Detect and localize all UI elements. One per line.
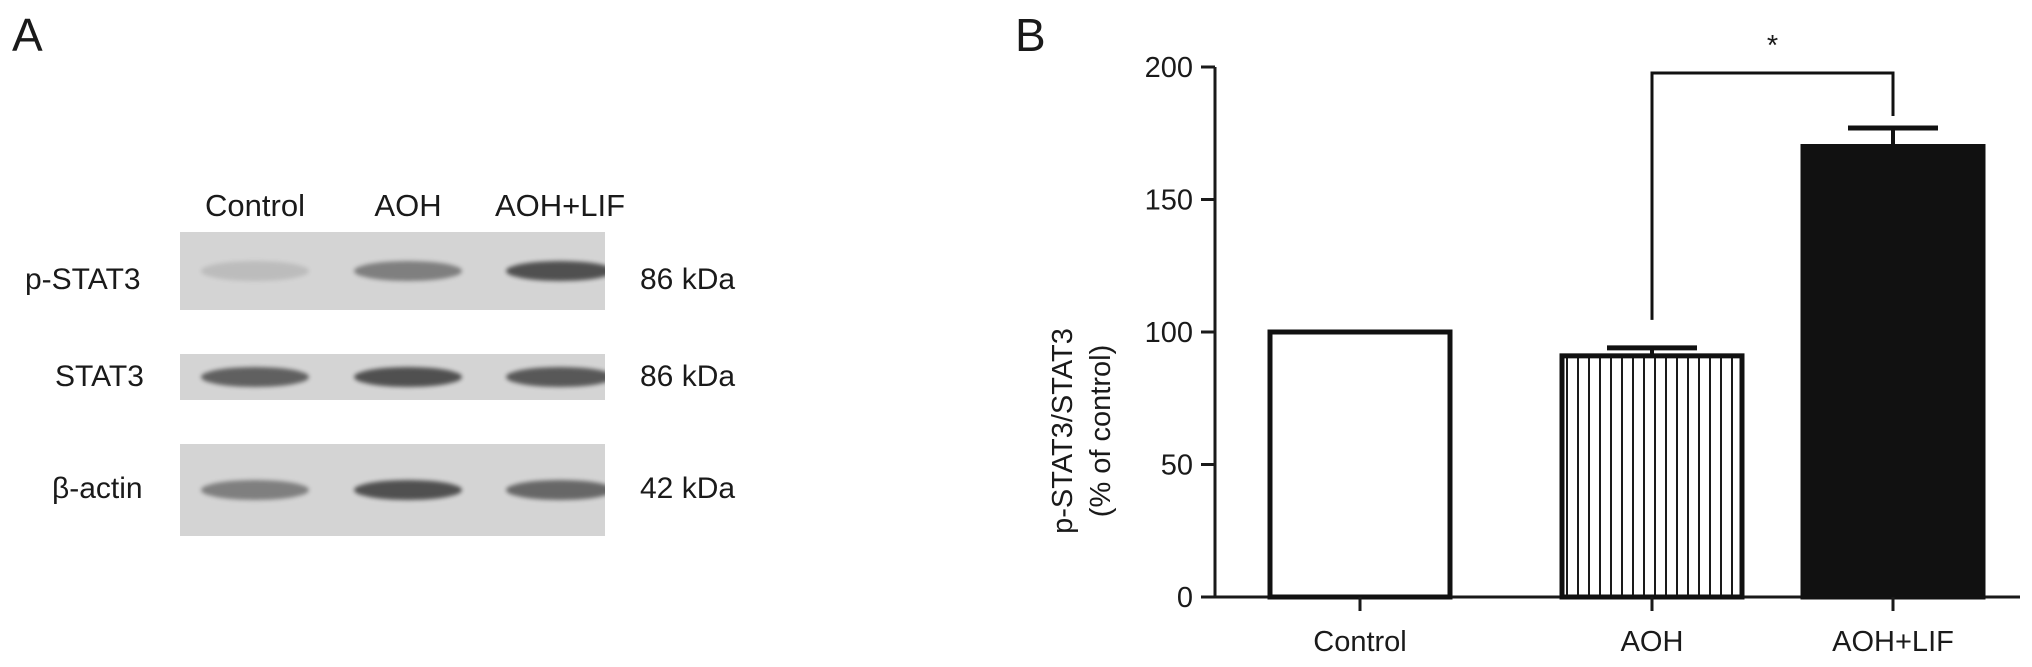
- significance-star: *: [1767, 30, 1778, 62]
- bar-aoh: [1559, 353, 1745, 600]
- bar-aoh-lif: [1800, 144, 1986, 600]
- blot-band: [354, 367, 462, 387]
- y-tick-label: 100: [1145, 317, 1193, 349]
- y-axis-label: p-STAT3/STAT3: [1047, 328, 1079, 534]
- bar-control: [1267, 329, 1453, 600]
- blot-row-kda-stat3: 86 kDa: [640, 360, 736, 393]
- blot-strip-p-stat3: [180, 232, 605, 310]
- y-tick-label: 50: [1161, 450, 1193, 482]
- blot-band: [506, 480, 605, 500]
- lane-label-control: Control: [205, 188, 305, 223]
- y-axis-label-unit: (% of control): [1085, 345, 1117, 517]
- y-tick-label: 0: [1177, 582, 1193, 614]
- blot-row-label-p-stat3: p-STAT3: [25, 263, 141, 296]
- lane-label-aoh: AOH: [374, 188, 442, 223]
- blot-row-kda-beta-actin: 42 kDa: [640, 472, 736, 505]
- blot-row-kda-p-stat3: 86 kDa: [640, 263, 736, 296]
- y-tick-label: 200: [1145, 52, 1193, 84]
- blot-band: [201, 261, 309, 281]
- blot-band: [354, 480, 462, 500]
- blot-strip-beta-actin: [180, 444, 605, 536]
- blot-band: [201, 367, 309, 387]
- x-tick-label: Control: [1313, 626, 1407, 658]
- blot-row-label-stat3: STAT3: [55, 360, 144, 393]
- blot-band: [506, 367, 605, 387]
- blot-strip-stat3: [180, 354, 605, 400]
- blot-row-label-beta-actin: β-actin: [52, 472, 143, 505]
- panel-b-label: B: [1015, 9, 1046, 61]
- panel-a-label: A: [12, 9, 43, 61]
- x-tick-label: AOH: [1621, 626, 1684, 658]
- blot-band: [354, 261, 462, 281]
- lane-label-aoh-lif: AOH+LIF: [494, 188, 626, 223]
- y-tick-label: 150: [1145, 185, 1193, 217]
- x-tick-label: AOH+LIF: [1832, 626, 1954, 658]
- blot-band: [506, 261, 605, 281]
- blot-band: [201, 480, 309, 500]
- significance-bracket: [1650, 71, 1895, 320]
